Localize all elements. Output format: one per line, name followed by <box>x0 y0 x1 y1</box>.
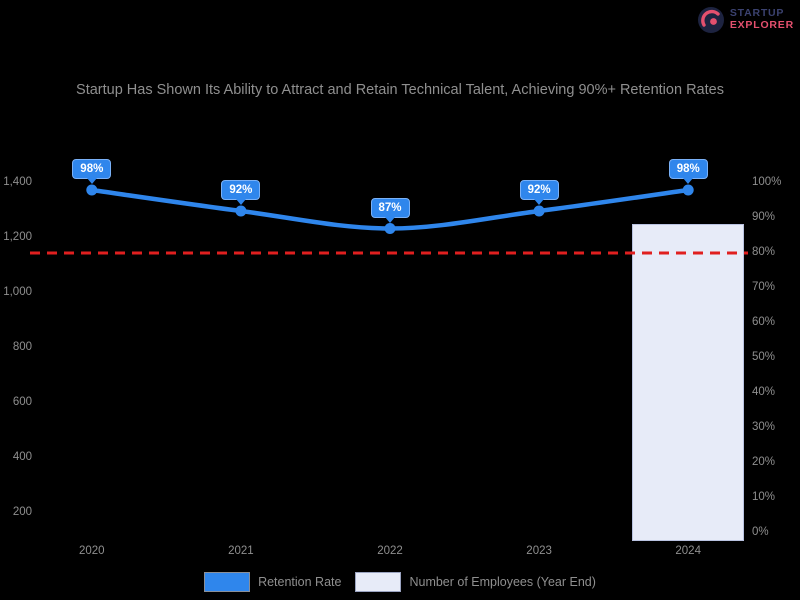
left-axis-tick-label: 1,000 <box>3 286 32 298</box>
callout-pointer <box>683 178 694 184</box>
line-point-marker <box>533 205 545 217</box>
right-axis-tick-label: 80% <box>752 246 776 258</box>
callout-pointer <box>235 199 246 205</box>
right-axis-tick-label: 0% <box>752 526 769 538</box>
legend-swatch-employees <box>355 572 402 592</box>
right-axis-tick-label: 70% <box>752 281 776 293</box>
left-axis-tick-label: 1,400 <box>3 176 32 188</box>
legend-swatch-retention-rate <box>204 572 251 592</box>
right-axis-tick-label: 30% <box>752 421 776 433</box>
legend-label-employees: Number of Employees (Year End) <box>409 575 596 589</box>
right-axis-tick-label: 60% <box>752 316 776 328</box>
callout-pointer <box>534 199 545 205</box>
x-axis-label: 2020 <box>79 545 105 557</box>
data-label-callout: 87% <box>370 197 410 223</box>
line-point-marker <box>86 184 98 196</box>
explorer-badge-icon <box>697 7 724 33</box>
employees-bar <box>632 224 745 541</box>
line-point-marker <box>235 205 247 217</box>
left-axis-tick-label: 1,200 <box>3 231 32 243</box>
right-axis-tick-label: 40% <box>752 386 776 398</box>
x-axis-label: 2023 <box>526 545 552 557</box>
callout-pointer <box>385 216 396 223</box>
chart-title: Startup Has Shown Its Ability to Attract… <box>76 82 724 98</box>
data-label-callout: 98% <box>72 159 112 184</box>
legend-item-retention-rate: Retention Rate <box>204 572 341 592</box>
left-axis-tick-label: 200 <box>12 506 32 518</box>
x-axis-label: 2021 <box>228 545 254 557</box>
left-axis-tick-label: 800 <box>12 341 32 353</box>
x-axis-label: 2022 <box>377 545 403 557</box>
chart-legend: Retention Rate Number of Employees (Year… <box>0 572 800 592</box>
brand-name: STARTUP EXPLORER <box>730 8 794 31</box>
data-label-callout: 98% <box>668 159 708 184</box>
right-axis-tick-label: 90% <box>752 211 776 223</box>
legend-item-employees: Number of Employees (Year End) <box>355 572 596 592</box>
line-point-marker <box>384 223 396 234</box>
x-axis-label: 2024 <box>675 545 701 557</box>
callout-pointer <box>86 178 97 184</box>
line-point-marker <box>682 184 694 196</box>
left-axis-tick-label: 400 <box>12 451 32 463</box>
right-axis-tick-label: 20% <box>752 456 776 468</box>
data-label-callout: 92% <box>221 180 261 205</box>
data-label-callout: 92% <box>519 180 559 205</box>
brand-watermark: STARTUP EXPLORER <box>697 6 794 34</box>
right-axis-tick-label: 10% <box>752 491 776 503</box>
legend-label-retention-rate: Retention Rate <box>258 575 342 589</box>
brand-name-line1: STARTUP <box>729 7 785 20</box>
brand-name-line2: EXPLORER <box>729 19 794 31</box>
right-axis-tick-label: 50% <box>752 351 776 363</box>
right-axis-tick-label: 100% <box>752 176 782 188</box>
left-axis-tick-label: 600 <box>12 396 32 408</box>
